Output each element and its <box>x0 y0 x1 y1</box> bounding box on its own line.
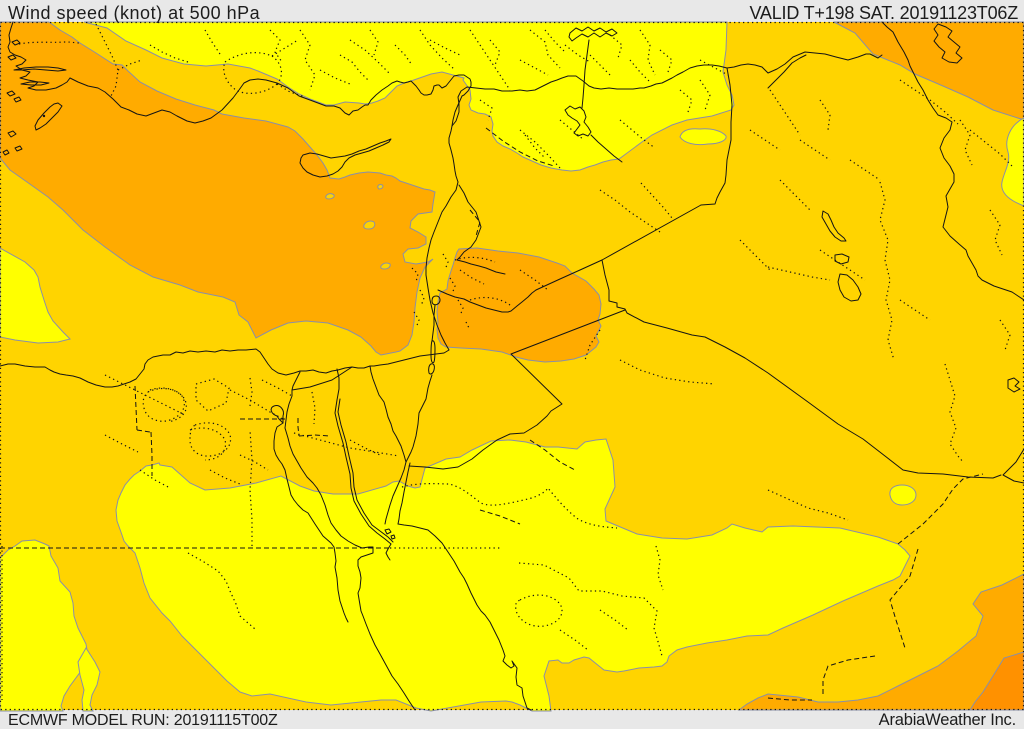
svg-text:ArabiaWeather Inc.: ArabiaWeather Inc. <box>879 711 1016 729</box>
svg-text:ECMWF MODEL RUN: 20191115T00Z: ECMWF MODEL RUN: 20191115T00Z <box>8 712 278 729</box>
svg-text:VALID T+198 SAT. 20191123T06Z: VALID T+198 SAT. 20191123T06Z <box>749 3 1018 23</box>
svg-text:Wind speed (knot) at 500 hPa: Wind speed (knot) at 500 hPa <box>8 3 261 23</box>
